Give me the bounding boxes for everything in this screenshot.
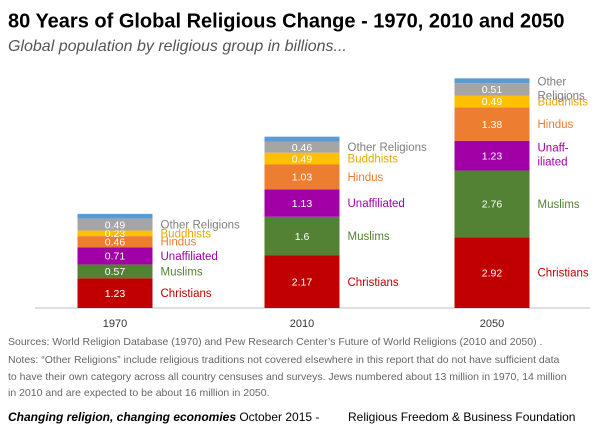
chart-title: 80 Years of Global Religious Change - 19… — [8, 10, 565, 32]
series-label: Hindus — [348, 172, 384, 184]
bar-segment — [454, 170, 530, 238]
value-label: 0.57 — [105, 266, 126, 278]
bar-segment — [77, 278, 153, 308]
bar-segment — [77, 264, 153, 279]
value-label: 0.23 — [105, 228, 126, 240]
series-label: Buddhists — [161, 228, 212, 240]
note: Sources: World Religion Database (1970) … — [8, 336, 542, 348]
bar-segment — [264, 164, 340, 190]
bar-segment — [264, 189, 340, 217]
bar-segment — [264, 216, 340, 256]
value-label: 1.6 — [295, 231, 310, 243]
value-label: 1.38 — [482, 119, 503, 131]
series-label: Other Religions — [348, 142, 428, 154]
bar-segment — [264, 136, 340, 142]
value-label: 0.46 — [292, 142, 313, 154]
series-label: Hindus — [538, 119, 574, 131]
series-label: Muslims — [348, 231, 390, 243]
value-label: 1.13 — [292, 198, 313, 210]
bar-segment — [454, 78, 530, 84]
footer-tagline: Changing religion, changing economies — [8, 410, 236, 424]
series-label: Religions — [538, 90, 586, 102]
bar-segment — [264, 255, 340, 308]
value-label: 1.03 — [292, 172, 313, 184]
series-label: Christians — [161, 288, 212, 300]
bar-segment — [77, 218, 153, 231]
footer-date: - October 2015 - — [232, 410, 319, 424]
value-label: 1.23 — [482, 150, 503, 162]
x-tick-label: 1970 — [103, 318, 127, 330]
footer-org: Religious Freedom & Business Foundation — [348, 410, 575, 424]
value-label: 0.51 — [482, 84, 503, 96]
x-tick-label: 2050 — [480, 318, 504, 330]
bar-segment — [77, 247, 153, 265]
series-label: Hindus — [161, 237, 197, 249]
bar-segment — [454, 237, 530, 308]
series-label: Buddhists — [348, 154, 399, 166]
series-label: Muslims — [538, 199, 580, 211]
series-label: Other Religions — [161, 220, 241, 232]
x-tick-label: 2010 — [290, 318, 314, 330]
series-label: Christians — [348, 277, 399, 289]
chart-subtitle: Global population by religious group in … — [8, 38, 347, 55]
value-label: 0.46 — [105, 236, 126, 248]
note: in 2010 and are expected to be about 16 … — [8, 387, 270, 399]
value-label: 0.49 — [482, 96, 503, 108]
series-label: Buddhists — [538, 96, 589, 108]
bar-segment — [264, 141, 340, 153]
value-label: 1.23 — [105, 288, 126, 300]
bar-segment — [77, 213, 153, 219]
note: to have their own category across all co… — [8, 371, 567, 383]
bar-segment — [454, 83, 530, 96]
bar-segment — [77, 236, 153, 248]
bar-segment — [454, 107, 530, 141]
series-label: iliated — [538, 157, 568, 169]
bar-segment — [454, 95, 530, 108]
value-label: 0.71 — [105, 251, 126, 263]
bar-segment — [454, 140, 530, 171]
series-label: Muslims — [161, 266, 203, 278]
bar-segment — [264, 152, 340, 165]
bar-segment — [77, 230, 153, 237]
note: Notes: “Other Religions” include religio… — [8, 354, 560, 366]
value-label: 2.92 — [482, 267, 503, 279]
value-label: 2.17 — [292, 277, 313, 289]
value-label: 0.49 — [292, 153, 313, 165]
series-label: Unaffiliated — [348, 198, 405, 210]
series-label: Other — [538, 76, 567, 88]
series-label: Unaff- — [538, 143, 569, 155]
value-label: 2.76 — [482, 199, 503, 211]
value-label: 0.49 — [105, 219, 126, 231]
series-label: Unaffiliated — [161, 251, 218, 263]
series-label: Christians — [538, 268, 589, 280]
